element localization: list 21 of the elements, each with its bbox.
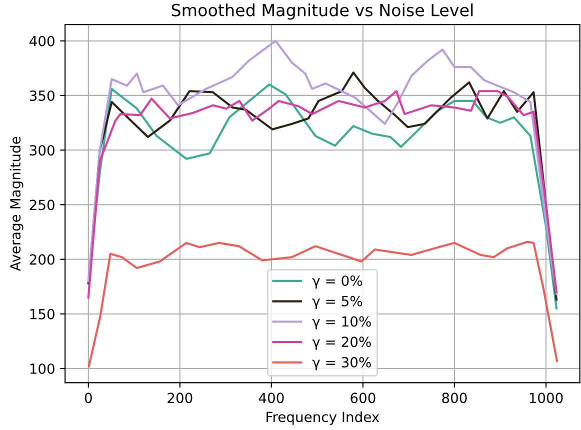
x-tick-label: 200 — [168, 392, 192, 404]
legend-label: γ = 5% — [312, 296, 362, 310]
y-tick-label: 100 — [30, 363, 54, 374]
y-tick-label: 400 — [30, 36, 54, 46]
x-tick-label: 600 — [350, 392, 376, 404]
y-tick-label: 250 — [30, 200, 54, 210]
x-tick-label: 0 — [84, 392, 92, 404]
legend-label: γ = 30% — [312, 357, 371, 370]
y-tick-label: 200 — [30, 254, 54, 265]
legend-label: γ = 20% — [312, 336, 371, 350]
x-tick-label: 800 — [442, 392, 467, 404]
chart-title: Smoothed Magnitude vs Noise Level — [172, 4, 473, 20]
x-axis-title: Frequency Index — [266, 411, 380, 425]
y-tick-label: 300 — [30, 145, 54, 156]
x-tick-label: 1000 — [530, 392, 563, 404]
y-tick-label: 150 — [30, 308, 54, 320]
y-axis-title: Average Magnitude — [10, 136, 24, 272]
x-tick-label: 400 — [258, 392, 284, 404]
legend-label: γ = 0% — [312, 275, 362, 289]
legend-label: γ = 10% — [312, 316, 371, 330]
y-tick-label: 350 — [30, 90, 54, 101]
